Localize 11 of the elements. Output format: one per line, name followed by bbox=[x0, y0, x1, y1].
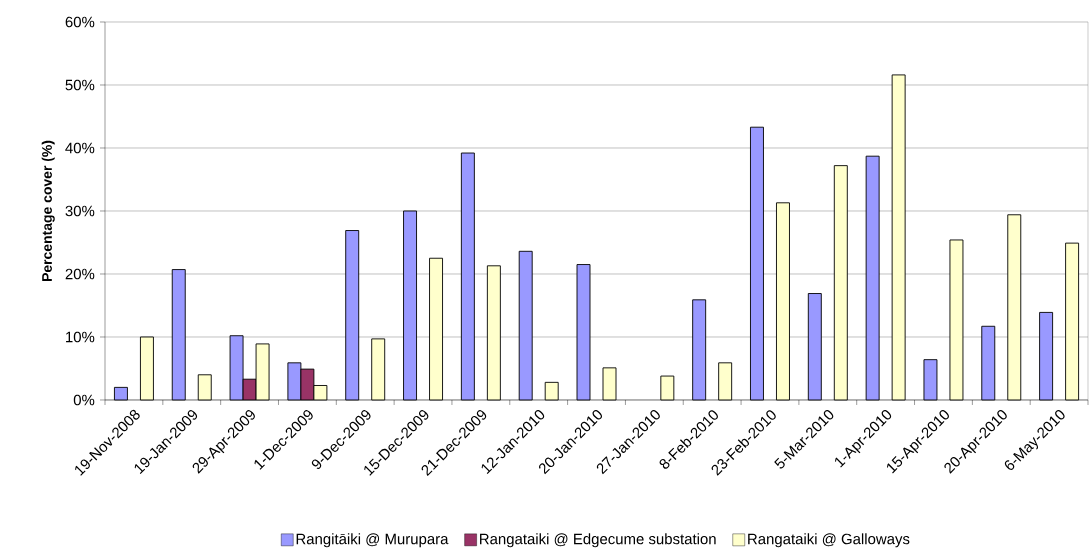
legend-label: Rangataiki @ Galloways bbox=[748, 533, 910, 548]
y-axis-title: Percentage cover (%) bbox=[41, 140, 55, 281]
legend-label: Rangataiki @ Edgecume substation bbox=[480, 533, 716, 548]
y-tick-label: 30% bbox=[65, 205, 95, 217]
y-tick-label: 40% bbox=[65, 142, 95, 154]
y-tick-label: 0% bbox=[73, 394, 95, 406]
y-tick-label: 60% bbox=[65, 16, 95, 28]
y-tick-label: 50% bbox=[65, 79, 95, 91]
y-tick-label: 20% bbox=[65, 268, 95, 280]
legend-label: Rangitāiki @ Murupara bbox=[296, 533, 449, 548]
y-tick-label: 10% bbox=[66, 331, 95, 343]
